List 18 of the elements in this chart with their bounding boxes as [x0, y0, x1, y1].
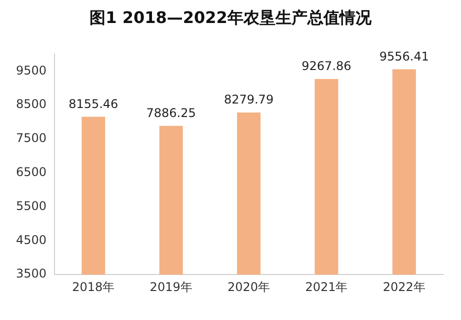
- x-tick-label: 2021年: [305, 280, 348, 294]
- x-tick-label: 2019年: [150, 280, 192, 294]
- data-label: 9556.41: [379, 49, 429, 64]
- y-tick-label: 4500: [16, 232, 47, 247]
- chart-title: 图1 2018—2022年农垦生产总值情况: [88, 8, 372, 29]
- x-tick-label: 2020年: [227, 280, 270, 294]
- x-tick-label: 2022年: [382, 280, 426, 294]
- data-label: 8155.46: [68, 96, 118, 111]
- data-label: 7886.25: [146, 106, 196, 120]
- data-label: 8279.79: [224, 92, 274, 107]
- y-tick-label: 5500: [16, 198, 47, 213]
- y-tick-label: 8500: [16, 97, 47, 112]
- x-tick-label: 2018年: [72, 280, 115, 294]
- y-tick-label: 3500: [16, 266, 47, 281]
- y-tick-label: 6500: [16, 165, 47, 179]
- y-tick-label: 9500: [16, 63, 47, 78]
- data-label: 9267.86: [302, 59, 352, 74]
- y-tick-label: 7500: [16, 131, 47, 146]
